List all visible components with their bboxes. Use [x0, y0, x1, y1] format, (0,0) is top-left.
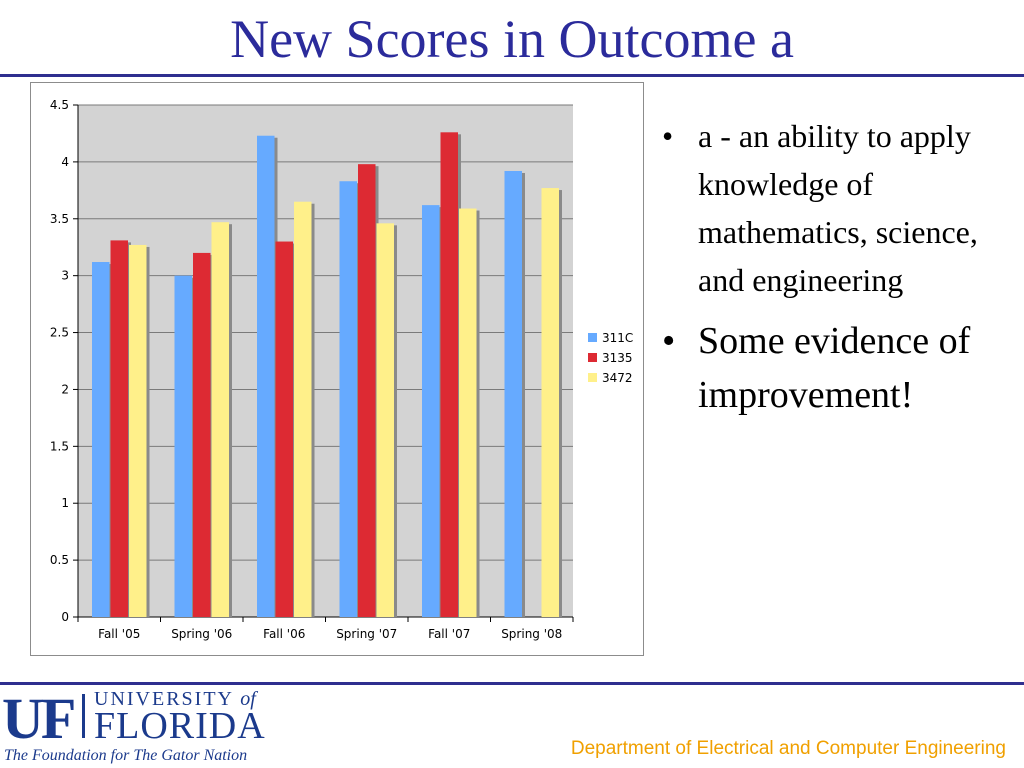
y-tick-label: 4.5: [50, 98, 69, 112]
legend-swatch-311C: [588, 333, 597, 342]
bar-chart: 0 0.5 1 1.5 2 2.5 3 3.5 4 4.5 Fall '05 Spring '06 Fa…: [50, 98, 633, 641]
plot-area: [78, 105, 573, 617]
bar-3135: [110, 240, 128, 617]
bullet-improvement: Some evidence of improvement!: [660, 314, 1010, 422]
y-tick-label: 1: [61, 496, 69, 510]
title-divider: [0, 74, 1024, 77]
bar-3135: [358, 164, 376, 618]
department-name: Department of Electrical and Computer En…: [570, 738, 1006, 759]
x-tick-label: Fall '05: [98, 627, 140, 641]
bar-3472: [541, 188, 559, 617]
x-tick-label: Fall '07: [428, 627, 470, 641]
bar-3135: [275, 241, 293, 618]
y-tick-label: 1.5: [50, 439, 69, 453]
bar-3472: [129, 244, 147, 618]
bar-311C: [174, 275, 192, 617]
logo-tagline: The Foundation for The Gator Nation: [4, 747, 248, 764]
bar-3472: [376, 223, 394, 617]
bar-311C: [339, 181, 357, 617]
y-tick-label: 3: [61, 269, 69, 283]
bar-3472: [459, 208, 477, 617]
y-tick-label: 0.5: [50, 553, 69, 567]
legend-swatch-3135: [588, 353, 597, 362]
legend-label: 3472: [602, 371, 633, 385]
y-tick-label: 4: [61, 155, 69, 169]
y-tick-label: 2: [61, 382, 69, 396]
y-tick-label: 0: [61, 610, 69, 624]
logo-florida-text: FLORIDA: [94, 705, 266, 747]
bar-3472: [211, 222, 229, 618]
bar-3472: [294, 201, 312, 617]
bar-311C: [92, 262, 110, 617]
logo-university-word: UNIVERSITY: [94, 688, 234, 710]
logo-divider: [82, 694, 85, 738]
legend-label: 3135: [602, 351, 633, 365]
uf-monogram: UF: [2, 686, 76, 751]
bullet-outcome-definition: a - an ability to apply knowledge of mat…: [660, 112, 1010, 304]
x-tick-label: Fall '06: [263, 627, 305, 641]
bullet-list: a - an ability to apply knowledge of mat…: [660, 112, 1010, 422]
footer-divider: [0, 682, 1024, 685]
logo-university-text: UNIVERSITY of: [94, 688, 256, 710]
legend-swatch-3472: [588, 373, 597, 382]
bar-3135: [440, 132, 458, 617]
university-logo: UF UNIVERSITY of FLORIDA The Foundation …: [2, 688, 302, 768]
chart-frame: 0 0.5 1 1.5 2 2.5 3 3.5 4 4.5 Fall '05 Spring '06 Fa…: [30, 82, 644, 656]
slide-title: New Scores in Outcome a: [230, 9, 794, 69]
bar-311C: [422, 205, 440, 617]
logo-of-word: of: [240, 688, 256, 710]
bar-311C: [504, 170, 522, 617]
y-tick-label: 2.5: [50, 326, 69, 340]
legend-label: 311C: [602, 331, 633, 345]
x-tick-label: Spring '07: [336, 627, 397, 641]
bar-3135: [193, 252, 211, 617]
bar-311C: [257, 135, 275, 617]
x-tick-label: Spring '08: [501, 627, 562, 641]
y-tick-label: 3.5: [50, 212, 69, 226]
x-tick-label: Spring '06: [171, 627, 232, 641]
